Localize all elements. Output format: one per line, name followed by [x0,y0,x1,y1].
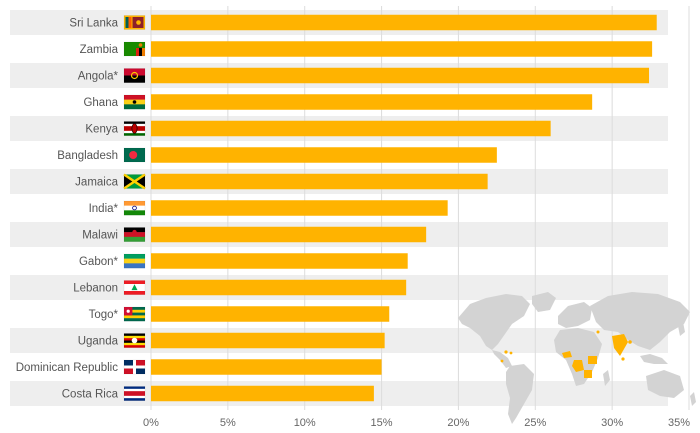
x-tick-label: 20% [447,417,469,429]
bar [151,67,650,84]
bar [151,41,653,57]
x-tick-label: 0% [143,417,159,429]
x-tick-label: 5% [220,417,236,429]
zambia-flag-icon [123,41,146,57]
category-label: Ghana [83,97,118,109]
bar [151,332,385,349]
world-map-icon [458,292,696,424]
category-label: Kenya [85,124,118,136]
bar [151,253,408,269]
ghana-flag-icon [123,94,146,110]
bars [151,14,657,402]
category-label: Sri Lanka [69,18,118,30]
sri-lanka-flag-icon [123,15,146,30]
category-label: India* [89,203,119,215]
bar [151,279,407,296]
x-tick-label: 35% [668,417,690,429]
angola-flag-icon [123,68,146,83]
jamaica-flag-icon [123,173,146,190]
category-label: Zambia [80,44,119,56]
india-flag-icon [123,200,146,216]
bar [151,94,593,110]
category-label: Jamaica [75,177,118,189]
category-label: Togo* [89,309,119,321]
dominican-republic-flag-icon [123,359,146,375]
x-tick-label: 30% [601,417,623,429]
bangladesh-flag-icon [123,147,146,163]
gabon-flag-icon [123,253,146,269]
x-tick-label: 10% [294,417,316,429]
category-label: Gabon* [79,256,119,268]
bar [151,173,488,190]
bar [151,200,448,216]
category-label: Malawi [82,230,118,242]
bar [151,120,551,137]
x-tick-label: 25% [524,417,546,429]
category-label: Angola* [78,71,119,83]
lebanon-flag-icon [123,280,146,295]
category-label: Lebanon [73,283,118,295]
bar [151,226,427,243]
kenya-flag-icon [123,121,146,136]
x-tick-label: 15% [371,417,393,429]
costa-rica-flag-icon [123,386,146,401]
malawi-flag-icon [123,227,146,242]
bar [151,359,382,375]
togo-flag-icon [123,306,146,322]
uganda-flag-icon [123,333,146,348]
bar [151,147,497,163]
category-label: Dominican Republic [16,362,119,374]
category-labels: Sri Lanka Zambia Angola* Ghana Kenya Banglade… [16,18,119,401]
bar [151,306,390,322]
flags [123,15,146,401]
category-label: Costa Rica [62,389,119,401]
category-label: Uganda [78,336,119,348]
category-label: Bangladesh [57,150,118,162]
bar [151,14,657,31]
bar [151,385,374,402]
x-tick-labels: 0% 5% 10% 15% 20% 25% 30% 35% [143,417,690,429]
